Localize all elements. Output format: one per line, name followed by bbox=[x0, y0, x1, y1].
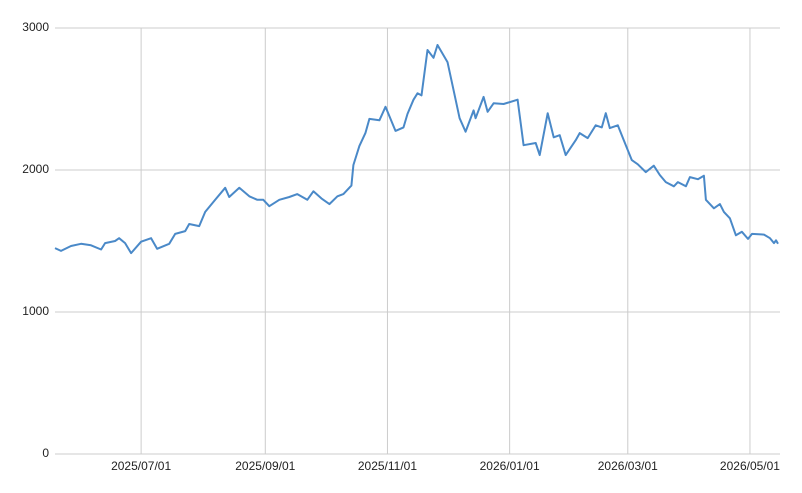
x-tick-label: 2025/11/01 bbox=[358, 459, 417, 473]
x-tick-label: 2026/01/01 bbox=[480, 459, 540, 473]
x-tick-label: 2026/03/01 bbox=[598, 459, 658, 473]
data-line bbox=[54, 44, 779, 255]
y-tick-label: 0 bbox=[42, 446, 49, 460]
y-tick-label: 2000 bbox=[22, 162, 49, 176]
x-tick-label: 2025/07/01 bbox=[111, 459, 171, 473]
x-tick-label: 2025/09/01 bbox=[235, 459, 295, 473]
y-tick-label: 1000 bbox=[22, 304, 49, 318]
x-tick-label: 2026/05/01 bbox=[720, 459, 780, 473]
y-tick-label: 3000 bbox=[22, 20, 49, 34]
